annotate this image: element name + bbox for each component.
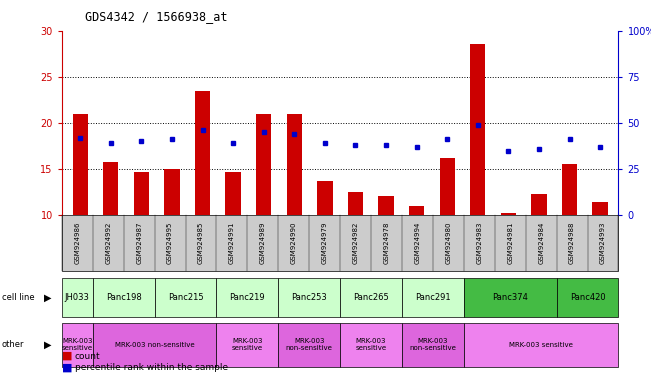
Bar — [256, 114, 271, 215]
Bar — [133, 172, 149, 215]
Text: ■: ■ — [62, 362, 72, 372]
Text: Panc219: Panc219 — [230, 293, 265, 302]
Text: GSM924979: GSM924979 — [322, 222, 327, 264]
Text: GDS4342 / 1566938_at: GDS4342 / 1566938_at — [85, 10, 227, 23]
Bar — [286, 114, 302, 215]
Text: ▶: ▶ — [44, 339, 51, 350]
Text: MRK-003
sensitive: MRK-003 sensitive — [232, 338, 263, 351]
Bar — [562, 164, 577, 215]
Text: MRK-003
non-sensitive: MRK-003 non-sensitive — [286, 338, 333, 351]
Text: ▶: ▶ — [44, 293, 51, 303]
Text: MRK-003
sensitive: MRK-003 sensitive — [355, 338, 387, 351]
Text: GSM924989: GSM924989 — [260, 222, 266, 264]
Text: GSM924988: GSM924988 — [569, 222, 575, 264]
Bar — [348, 192, 363, 215]
Text: Panc215: Panc215 — [168, 293, 203, 302]
Text: GSM924993: GSM924993 — [600, 222, 606, 264]
Bar — [592, 202, 608, 215]
Bar — [317, 181, 333, 215]
Bar — [531, 194, 547, 215]
Text: GSM924980: GSM924980 — [445, 222, 451, 264]
Text: Panc374: Panc374 — [492, 293, 528, 302]
Bar — [103, 162, 118, 215]
Text: GSM924995: GSM924995 — [167, 222, 173, 264]
Bar — [501, 213, 516, 215]
Text: GSM924983: GSM924983 — [477, 222, 482, 264]
Text: Panc291: Panc291 — [415, 293, 450, 302]
Bar — [225, 172, 241, 215]
Text: JH033: JH033 — [65, 293, 90, 302]
Text: count: count — [75, 352, 100, 361]
Text: GSM924984: GSM924984 — [538, 222, 544, 264]
Text: MRK-003 non-sensitive: MRK-003 non-sensitive — [115, 342, 195, 348]
Text: GSM924990: GSM924990 — [291, 222, 297, 264]
Text: other: other — [2, 340, 25, 349]
Text: GSM924978: GSM924978 — [383, 222, 389, 264]
Bar — [470, 44, 486, 215]
Text: Panc253: Panc253 — [292, 293, 327, 302]
Text: GSM924985: GSM924985 — [198, 222, 204, 264]
Bar — [195, 91, 210, 215]
Text: percentile rank within the sample: percentile rank within the sample — [75, 364, 228, 372]
Bar — [378, 196, 394, 215]
Text: GSM924992: GSM924992 — [105, 222, 111, 264]
Bar — [409, 206, 424, 215]
Text: cell line: cell line — [2, 293, 35, 302]
Bar — [164, 169, 180, 215]
Text: Panc265: Panc265 — [353, 293, 389, 302]
Text: GSM924986: GSM924986 — [74, 222, 80, 264]
Text: Panc198: Panc198 — [106, 293, 141, 302]
Text: ■: ■ — [62, 351, 72, 361]
Text: GSM924994: GSM924994 — [415, 222, 421, 264]
Text: Panc420: Panc420 — [570, 293, 605, 302]
Bar — [439, 158, 455, 215]
Text: GSM924981: GSM924981 — [507, 222, 513, 264]
Text: MRK-003 sensitive: MRK-003 sensitive — [509, 342, 573, 348]
Bar — [72, 114, 88, 215]
Text: GSM924982: GSM924982 — [353, 222, 359, 264]
Text: GSM924987: GSM924987 — [136, 222, 142, 264]
Text: GSM924991: GSM924991 — [229, 222, 235, 264]
Text: MRK-003
sensitive: MRK-003 sensitive — [62, 338, 93, 351]
Text: MRK-003
non-sensitive: MRK-003 non-sensitive — [409, 338, 456, 351]
